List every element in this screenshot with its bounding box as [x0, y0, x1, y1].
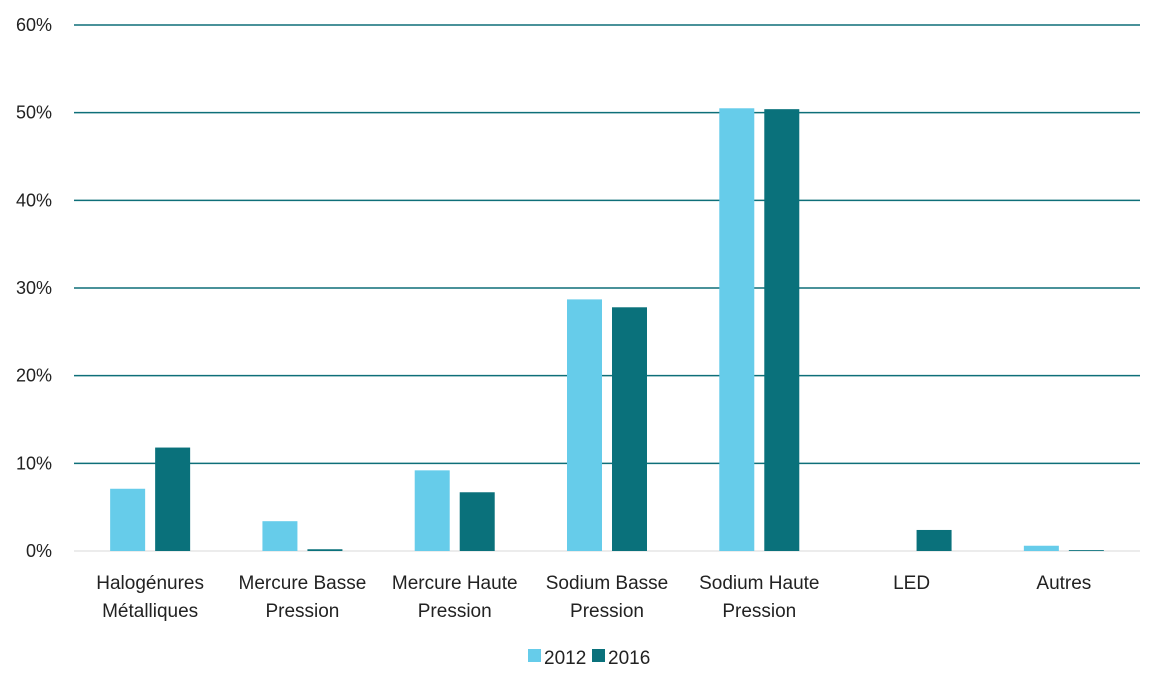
legend-label-2016: 2016: [608, 648, 650, 669]
legend-swatch-2016: [592, 649, 605, 662]
legend: 2012 2016: [528, 648, 650, 669]
category-label: Sodium Haute: [699, 573, 819, 594]
category-label: Halogénures: [96, 573, 204, 594]
bar-2012-1: [262, 521, 298, 551]
y-tick-label: 0%: [26, 541, 52, 561]
category-label: Pression: [722, 601, 796, 622]
category-label: Pression: [265, 601, 339, 622]
bar-2016-2: [459, 492, 495, 551]
category-label: Mercure Basse: [239, 573, 367, 594]
gridlines: [74, 24, 1140, 552]
bar-2012-3: [567, 299, 602, 551]
category-label: Mercure Haute: [392, 573, 518, 594]
category-label: Autres: [1036, 573, 1091, 594]
category-label: Pression: [418, 601, 492, 622]
category-label: Pression: [570, 601, 644, 622]
category-label: Sodium Basse: [546, 573, 669, 594]
bar-2016-5: [916, 529, 952, 551]
category-label: Métalliques: [102, 601, 198, 622]
x-axis-category-labels: Halogénures Métalliques Mercure Basse Press…: [96, 573, 1091, 622]
bar-2012-4: [719, 108, 755, 552]
y-tick-label: 40%: [16, 190, 52, 210]
category-label: LED: [893, 573, 930, 594]
bar-2016-3: [612, 307, 647, 551]
y-tick-label: 10%: [16, 453, 52, 473]
legend-swatch-2012: [528, 649, 541, 662]
bar-2012-2: [414, 470, 450, 551]
legend-label-2012: 2012: [544, 648, 586, 669]
y-tick-label: 20%: [16, 366, 52, 386]
y-tick-label: 50%: [16, 103, 52, 123]
y-tick-label: 60%: [16, 15, 52, 35]
bars: [110, 108, 1104, 552]
bar-2016-0: [155, 447, 191, 551]
bar-2016-6: [1068, 550, 1104, 551]
y-tick-label: 30%: [16, 278, 52, 298]
y-axis-tick-labels: 0% 10% 20% 30% 40% 50% 60%: [16, 15, 52, 561]
bar-2012-0: [110, 488, 146, 551]
bar-2012-6: [1023, 545, 1059, 551]
bar-2016-1: [307, 549, 343, 551]
bar-2016-4: [764, 109, 800, 551]
